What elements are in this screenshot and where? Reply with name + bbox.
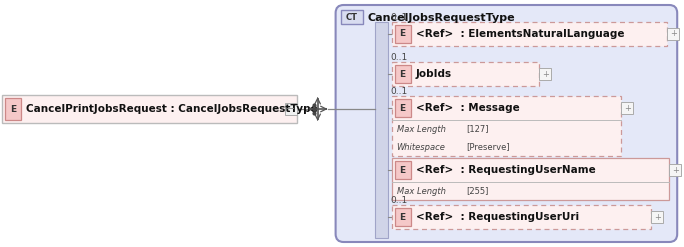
Bar bbox=[395, 99, 410, 117]
Bar bbox=[395, 65, 410, 83]
Text: +: + bbox=[542, 69, 549, 79]
Text: E: E bbox=[399, 103, 406, 112]
Bar bbox=[391, 158, 669, 200]
Text: E: E bbox=[399, 29, 406, 39]
Text: <Ref>  : ElementsNaturalLanguage: <Ref> : ElementsNaturalLanguage bbox=[415, 29, 624, 39]
Bar bbox=[285, 103, 297, 115]
Text: CancelJobsRequestType: CancelJobsRequestType bbox=[367, 13, 515, 23]
Text: CancelPrintJobsRequest : CancelJobsRequestType: CancelPrintJobsRequest : CancelJobsReque… bbox=[26, 104, 318, 114]
Text: <Ref>  : Message: <Ref> : Message bbox=[415, 103, 519, 113]
Text: E: E bbox=[10, 104, 16, 114]
Bar bbox=[391, 205, 651, 229]
Text: +: + bbox=[672, 165, 679, 174]
Bar bbox=[395, 25, 410, 43]
Text: +: + bbox=[624, 103, 631, 112]
Text: Max Length: Max Length bbox=[397, 124, 445, 133]
Text: Whitespace: Whitespace bbox=[397, 143, 445, 151]
Text: [127]: [127] bbox=[466, 124, 489, 133]
Text: E: E bbox=[399, 165, 406, 174]
Text: JobIds: JobIds bbox=[415, 69, 451, 79]
Bar bbox=[391, 96, 621, 156]
Text: 0..1: 0..1 bbox=[391, 53, 408, 62]
Text: [Preserve]: [Preserve] bbox=[466, 143, 510, 151]
Text: <Ref>  : RequestingUserName: <Ref> : RequestingUserName bbox=[415, 165, 595, 175]
Bar bbox=[667, 28, 679, 40]
Text: CT: CT bbox=[345, 13, 358, 21]
Text: E: E bbox=[399, 69, 406, 79]
Bar bbox=[651, 211, 663, 223]
Bar bbox=[341, 10, 363, 24]
Text: E: E bbox=[399, 212, 406, 222]
Bar bbox=[375, 22, 388, 238]
Bar bbox=[5, 98, 21, 120]
Text: 0..1: 0..1 bbox=[391, 13, 408, 22]
Text: 0..1: 0..1 bbox=[391, 87, 408, 96]
Bar bbox=[391, 22, 667, 46]
Bar bbox=[2, 95, 297, 123]
Text: −: − bbox=[286, 104, 295, 114]
Bar bbox=[540, 68, 551, 80]
Text: Max Length: Max Length bbox=[397, 186, 445, 195]
FancyBboxPatch shape bbox=[336, 5, 677, 242]
Bar bbox=[395, 161, 410, 179]
Text: 0..1: 0..1 bbox=[391, 196, 408, 205]
Text: +: + bbox=[670, 29, 676, 39]
Text: <Ref>  : RequestingUserUri: <Ref> : RequestingUserUri bbox=[415, 212, 579, 222]
Text: [255]: [255] bbox=[466, 186, 489, 195]
Bar bbox=[391, 62, 540, 86]
Bar bbox=[669, 164, 681, 176]
Bar bbox=[621, 102, 633, 114]
Text: +: + bbox=[654, 212, 661, 222]
Bar bbox=[395, 208, 410, 226]
